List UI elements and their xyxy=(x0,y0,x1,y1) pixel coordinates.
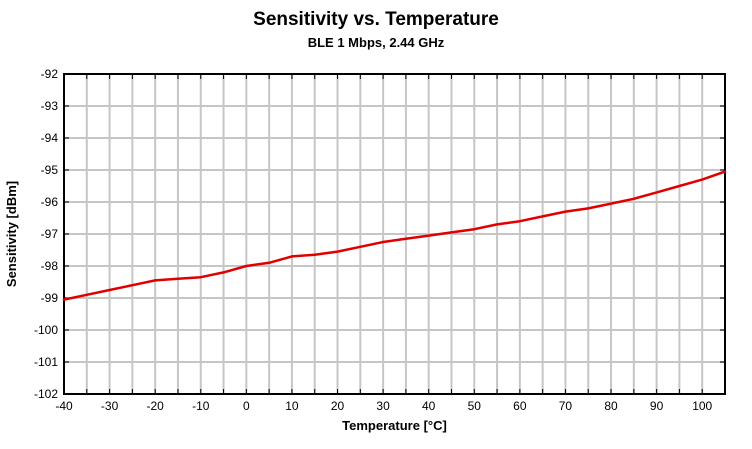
y-tick-label: -97 xyxy=(40,227,58,241)
x-tick-label: 70 xyxy=(558,399,573,413)
x-tick-label: -30 xyxy=(100,399,119,413)
y-tick-label: -101 xyxy=(33,355,58,369)
y-tick-label: -99 xyxy=(40,291,58,305)
plot-border xyxy=(63,73,726,395)
series-line-sensitivity xyxy=(62,170,727,301)
x-axis-label: Temperature [°C] xyxy=(342,418,447,433)
y-tick-label: -100 xyxy=(33,323,58,337)
y-tick-label: -95 xyxy=(40,163,58,177)
x-tick-label: 40 xyxy=(422,399,436,413)
x-tick-label: 0 xyxy=(243,399,250,413)
chart-subtitle: BLE 1 Mbps, 2.44 GHz xyxy=(307,35,445,50)
x-tick-label: -40 xyxy=(55,399,73,413)
y-tick-label: -94 xyxy=(40,131,58,145)
chart-title: Sensitivity vs. Temperature xyxy=(253,9,499,30)
x-tick-label: 10 xyxy=(285,399,299,413)
x-tick-label: -20 xyxy=(146,399,164,413)
x-tick-label: 20 xyxy=(330,399,345,413)
x-tick-label: 100 xyxy=(692,399,713,413)
x-tick-label: 50 xyxy=(467,399,481,413)
y-tick-label: -98 xyxy=(40,259,58,273)
x-tick-label: 80 xyxy=(604,399,618,413)
y-tick-label: -92 xyxy=(40,67,58,81)
y-tick-label: -102 xyxy=(33,387,58,401)
x-tick-label: 30 xyxy=(376,399,390,413)
x-tick-label: 90 xyxy=(649,399,664,413)
y-tick-label: -96 xyxy=(40,195,58,209)
x-tick-label: 60 xyxy=(513,399,527,413)
x-tick-label: -10 xyxy=(192,399,210,413)
y-tick-label: -93 xyxy=(40,99,58,113)
